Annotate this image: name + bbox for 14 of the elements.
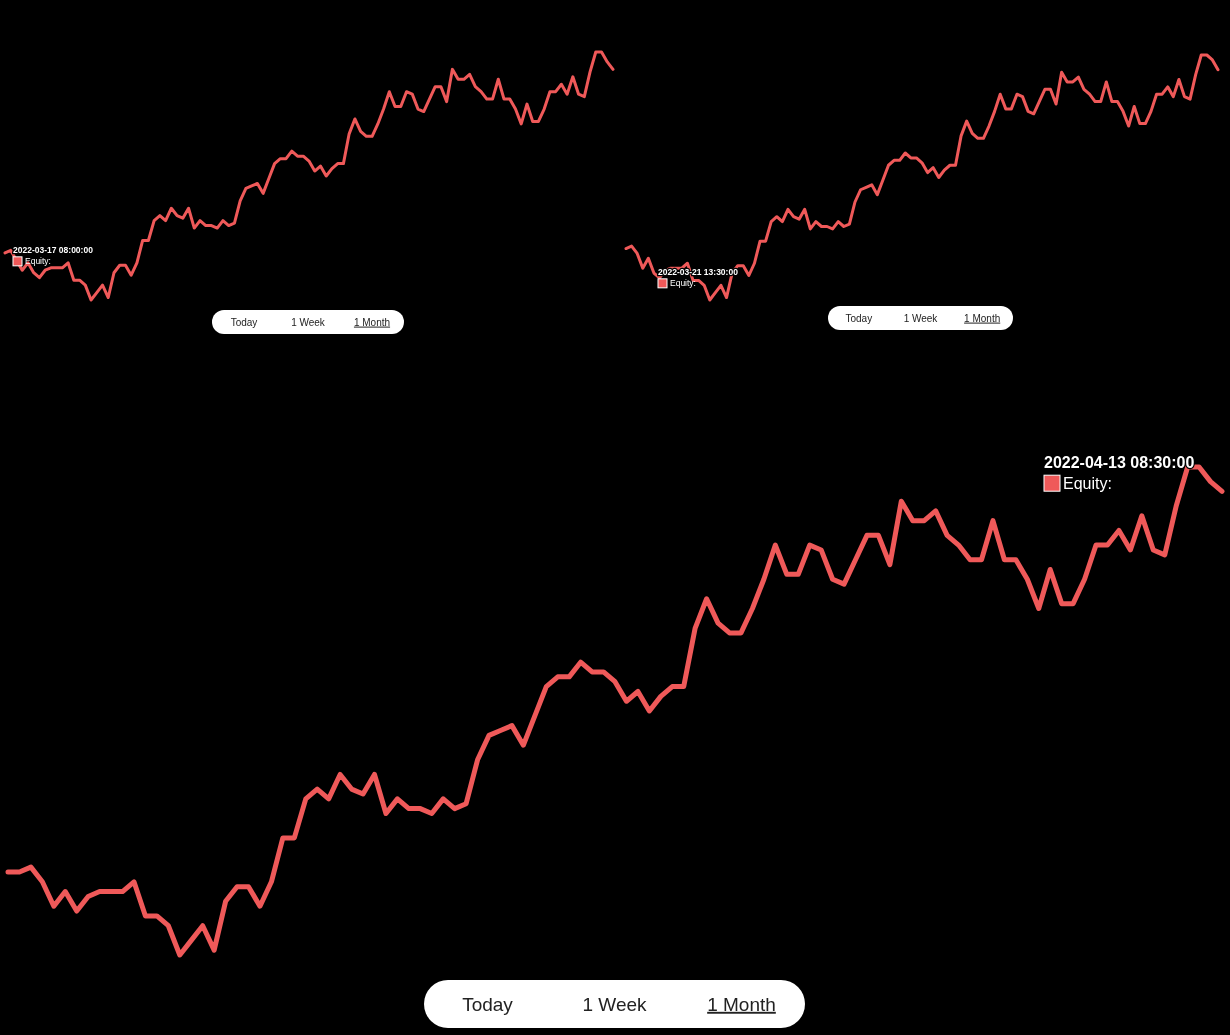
text: 1 Week: [582, 993, 648, 1015]
text: Today: [230, 316, 258, 328]
text: 1 Week: [291, 316, 326, 328]
text: 1 Month: [964, 312, 1001, 324]
annotation: 2022-03-17 08:00:00: [13, 245, 94, 255]
annotation: 2022-04-13 08:30:00: [1044, 454, 1195, 471]
text: Today: [462, 993, 514, 1015]
annotation: Equity:: [670, 278, 696, 289]
text: 1 Month: [707, 993, 776, 1015]
text: Today: [845, 312, 873, 324]
annotation: Equity:: [1063, 474, 1112, 492]
annotation: Equity:: [25, 256, 51, 267]
text: 1 Month: [353, 316, 391, 328]
text: 1 Week: [903, 312, 939, 324]
